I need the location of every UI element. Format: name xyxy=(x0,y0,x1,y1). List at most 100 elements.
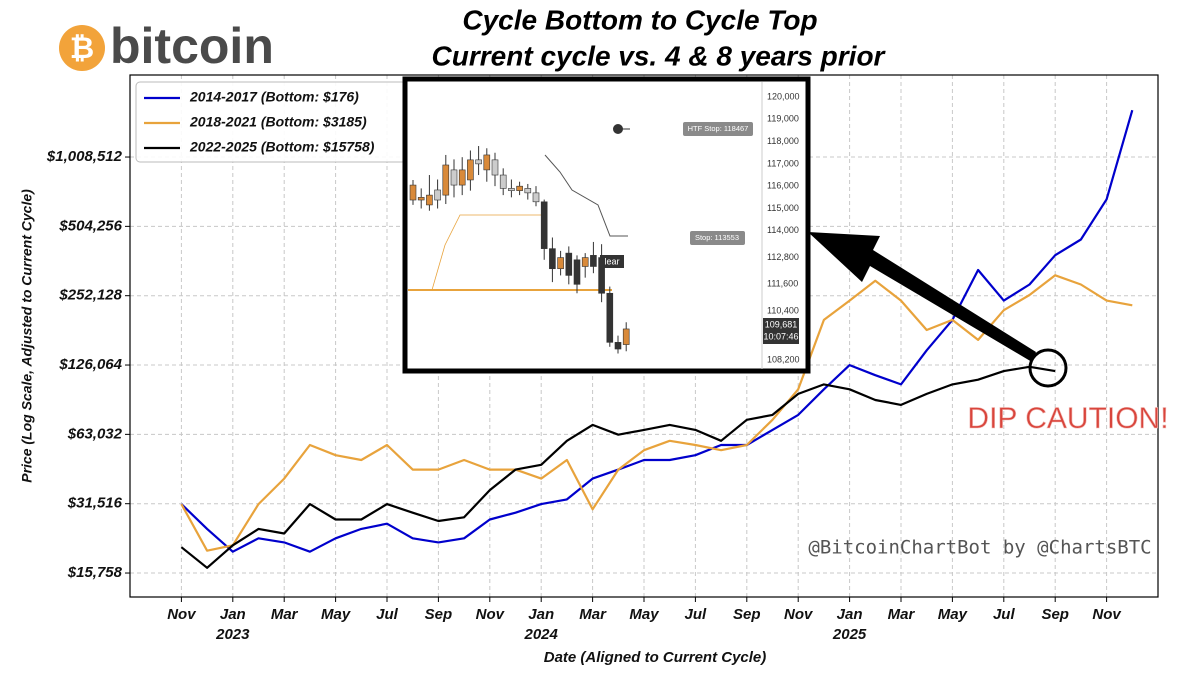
x-tick-label: Jan xyxy=(528,606,554,623)
inset-candle-body xyxy=(434,189,441,201)
x-tick-label: Mar xyxy=(271,606,299,623)
y-tick-label: $31,516 xyxy=(67,495,123,512)
chart-title: Cycle Bottom to Cycle Top xyxy=(462,4,817,35)
inset-candle-body xyxy=(614,342,622,350)
lines xyxy=(180,109,1134,569)
inset-candle-body xyxy=(622,328,630,345)
x-tick-year-label: 2023 xyxy=(215,626,250,643)
y-tick-label: $15,758 xyxy=(67,564,123,581)
inset-candle-body xyxy=(516,185,523,191)
x-tick-label: May xyxy=(938,606,968,623)
inset: HTF Stop: 118467 Stop: 113553 lear 109,6… xyxy=(402,76,811,374)
inset-candle-body xyxy=(483,154,491,171)
logo-coin xyxy=(59,25,105,71)
inset-timer-label: 10:07:46 xyxy=(763,331,798,341)
inset-candle-body xyxy=(442,164,450,196)
y-tick-label: $126,064 xyxy=(58,356,122,373)
inset-htf-badge xyxy=(683,122,753,136)
inset-y-tick-label: 115,000 xyxy=(767,203,799,213)
inset-y-tick-label: 112,800 xyxy=(767,252,799,262)
inset-candle-body xyxy=(499,174,507,189)
x-tick-label: Sep xyxy=(425,606,453,623)
inset-y-tick-label: 116,000 xyxy=(767,181,799,191)
x-tick-label: Sep xyxy=(733,606,761,623)
x-tick-label: Nov xyxy=(167,606,197,623)
inset-y-tick-label: 110,400 xyxy=(767,305,799,315)
inset-candle-body xyxy=(417,197,425,201)
series-line xyxy=(180,274,1133,552)
inset-marker-label: lear xyxy=(604,256,619,266)
inset-candle-body xyxy=(581,257,589,267)
inset-candle-body xyxy=(606,292,614,343)
x-tick-label: Mar xyxy=(888,606,916,623)
inset-candle-body xyxy=(590,255,597,267)
x-tick-label: Jul xyxy=(376,606,399,623)
inset-candle-body xyxy=(540,201,548,249)
inset-y-tick-label: 111,600 xyxy=(767,279,798,289)
inset-htf-stop-line xyxy=(544,154,628,237)
inset-candle-body xyxy=(524,188,532,194)
inset-candle-body xyxy=(475,159,482,165)
logo-symbol: ₿ xyxy=(70,32,94,65)
inset-candle-body xyxy=(491,159,499,176)
x-tick-label: Mar xyxy=(579,606,607,623)
x-tick-label: Sep xyxy=(1041,606,1069,623)
inset-y-tick-label: 117,000 xyxy=(767,158,799,168)
inset-y-tick-label: 120,000 xyxy=(767,91,800,101)
y-axis-label: Price (Log Scale, Adjusted to Current Cy… xyxy=(19,189,35,483)
x-tick-year-label: 2025 xyxy=(832,626,867,643)
x-tick-label: May xyxy=(321,606,351,623)
inset-candle-body xyxy=(565,252,573,276)
inset-candle-body xyxy=(467,159,474,181)
x-tick-label: Nov xyxy=(476,606,506,623)
x-tick-label: Jan xyxy=(837,606,863,623)
inset-marker-badge xyxy=(600,255,624,268)
legend-label: 2022-2025 (Bottom: $15758) xyxy=(189,139,375,155)
inset-candle-body xyxy=(450,169,458,186)
x-tick-label: Jul xyxy=(685,606,708,623)
inset-y-tick-label: 108,200 xyxy=(767,355,800,365)
warning-annotation: DIP CAUTION! xyxy=(967,402,1168,435)
inset-candle-body xyxy=(549,248,556,270)
highlight-circle xyxy=(1028,348,1068,388)
legend-label: 2018-2021 (Bottom: $3185) xyxy=(189,114,367,130)
inset-price-badge xyxy=(763,318,799,344)
legend: 2014-2017 (Bottom: $176) 2018-2021 (Botto… xyxy=(144,89,375,155)
y-tick-label: $1,008,512 xyxy=(46,148,123,165)
x-axis-label: Date (Aligned to Current Cycle) xyxy=(544,649,767,666)
inset-htf-label: HTF Stop: 118467 xyxy=(688,124,749,133)
x-tick-year-label: 2024 xyxy=(524,626,559,643)
inset-price-label: 109,681 xyxy=(765,319,798,329)
x-tick-label: Nov xyxy=(1092,606,1122,623)
inset-candle-body xyxy=(573,259,581,285)
inset-candle-body xyxy=(532,192,540,203)
inset-stop-label: Stop: 113553 xyxy=(695,233,739,242)
inset-y-tick-label: 114,000 xyxy=(767,225,799,235)
inset-candle-body xyxy=(557,257,564,270)
inset-trail-line xyxy=(431,214,545,291)
y-tick-label: $63,032 xyxy=(67,425,123,442)
inset-y-tick-label: 118,000 xyxy=(767,136,799,146)
y-tick-label: $252,128 xyxy=(58,287,122,304)
inset-stop-badge xyxy=(690,231,745,245)
axes: $15,758 $31,516 $63,032 $126,064 $252,128 $50… xyxy=(46,148,1123,643)
credit-annotation: @BitcoinChartBot by @ChartsBTC xyxy=(808,537,1151,559)
x-tick-label: Nov xyxy=(784,606,814,623)
inset-candle-body xyxy=(458,169,466,186)
series-line xyxy=(180,365,1056,569)
series-line xyxy=(180,109,1134,553)
x-tick-label: May xyxy=(629,606,659,623)
inset-candle-body xyxy=(409,184,417,201)
legend-label: 2014-2017 (Bottom: $176) xyxy=(189,89,359,105)
logo-text: bitcoin xyxy=(110,18,274,74)
inset-candle-body xyxy=(508,188,515,191)
arrow xyxy=(808,232,1036,362)
x-tick-label: Jan xyxy=(220,606,246,623)
chart-subtitle: Current cycle vs. 4 & 8 years prior xyxy=(432,40,887,71)
inset-y-tick-label: 119,000 xyxy=(767,114,799,124)
x-tick-label: Jul xyxy=(993,606,1016,623)
inset-candle-body xyxy=(426,194,433,206)
y-tick-label: $504,256 xyxy=(58,217,122,234)
inset-candle-body xyxy=(598,257,605,294)
